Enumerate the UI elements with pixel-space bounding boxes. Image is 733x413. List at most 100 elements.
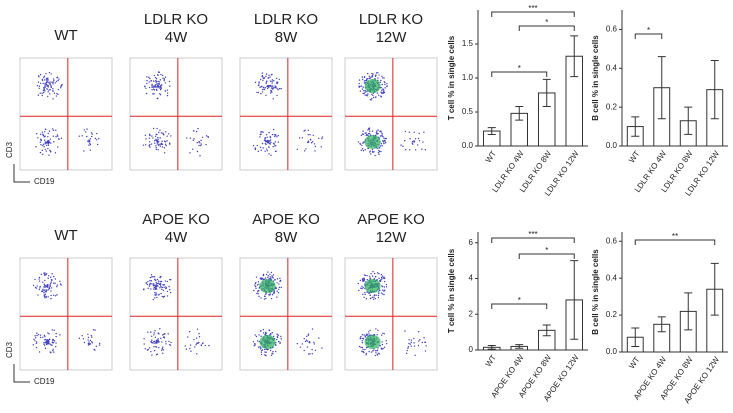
flow-dot — [35, 346, 38, 349]
flow-dot — [49, 351, 51, 353]
flow-dot — [366, 334, 368, 337]
flow-dot — [148, 145, 150, 147]
flow-dot — [154, 275, 156, 278]
flow-dot — [270, 354, 273, 357]
flow-dot — [153, 140, 156, 142]
flow-dot — [264, 138, 266, 140]
flow-dot — [45, 295, 47, 298]
flow-dot — [384, 87, 386, 89]
flow-dot — [275, 134, 277, 136]
flow-dot — [156, 97, 159, 100]
panel-label: LDLR KO 12W — [359, 11, 423, 46]
flow-dot — [296, 342, 299, 345]
y-tick-label: 1.0 — [462, 73, 474, 82]
flow-dot — [143, 289, 145, 291]
flow-dot — [152, 276, 154, 278]
flow-dot — [44, 139, 46, 141]
flow-dot — [257, 281, 260, 283]
flow-dot — [270, 89, 272, 92]
flow-dot — [168, 80, 171, 83]
flow-dot — [262, 131, 264, 133]
significance-label: * — [545, 246, 548, 255]
flow-dot — [386, 82, 388, 85]
flow-dot — [47, 144, 50, 146]
flow-dot — [46, 340, 48, 343]
flow-dot — [49, 343, 51, 345]
flow-dot — [145, 92, 148, 95]
flow-dot — [361, 278, 364, 281]
flow-dot — [52, 98, 54, 100]
flow-dot — [272, 292, 274, 294]
flow-dot — [378, 74, 380, 76]
flow-density — [364, 335, 381, 349]
flow-dot — [262, 147, 264, 149]
flow-dot — [268, 74, 270, 77]
flow-dot — [39, 92, 41, 94]
flow-dot — [260, 335, 262, 337]
panel-label: APOE KO 8W — [252, 211, 320, 246]
flow-dot — [45, 79, 48, 81]
flow-dot — [359, 337, 362, 339]
flow-dot — [81, 335, 83, 337]
flow-dot — [154, 84, 157, 86]
flow-dot — [368, 331, 370, 333]
flow-dot — [55, 129, 57, 131]
flow-dot — [379, 130, 381, 133]
flow-dot — [259, 278, 262, 280]
flow-dot — [254, 81, 257, 84]
flow-dot — [372, 150, 374, 153]
flow-dot — [384, 83, 386, 86]
flow-dot — [59, 280, 61, 283]
flow-dot — [383, 77, 385, 79]
flow-dot — [40, 290, 43, 293]
flow-dot — [267, 85, 269, 87]
flow-dot — [258, 334, 260, 336]
flow-dot — [412, 143, 414, 145]
flow-dot — [305, 339, 308, 341]
flow-dot — [39, 285, 41, 288]
flow-dot — [44, 274, 46, 277]
flow-dot — [256, 292, 258, 295]
flow-dot — [361, 76, 364, 78]
flow-dot — [318, 137, 320, 140]
flow-dot — [368, 75, 371, 78]
flow-dot — [184, 345, 186, 347]
flow-dot — [375, 352, 377, 354]
flow-dot — [254, 148, 257, 151]
flow-dot — [386, 85, 388, 87]
flow-dot — [255, 281, 257, 284]
flow-dot — [361, 342, 364, 344]
flow-dot — [145, 87, 147, 90]
y-tick-label: 2 — [469, 309, 474, 318]
flow-dot — [271, 87, 274, 89]
flow-dot — [54, 295, 57, 297]
flow-dot — [265, 75, 267, 78]
flow-dot — [169, 278, 171, 281]
flow-dot — [275, 338, 278, 341]
flow-dot — [421, 341, 424, 344]
flow-dot — [408, 339, 410, 341]
flow-dot — [155, 281, 157, 284]
flow-dot — [268, 329, 271, 332]
flow-dot — [168, 285, 170, 288]
significance-label: * — [545, 18, 548, 27]
flow-axis-label: CD19 — [34, 177, 55, 186]
x-tick-label: WT — [627, 355, 642, 370]
flow-dot — [381, 293, 384, 295]
flow-dot — [89, 343, 92, 345]
flow-dot — [91, 135, 93, 138]
error-bar — [542, 324, 551, 337]
flow-dot — [163, 134, 165, 136]
error-bar — [631, 327, 640, 347]
significance-bracket — [634, 33, 663, 39]
flow-dot — [151, 354, 153, 356]
flow-dot — [196, 342, 198, 345]
flow-dot — [308, 353, 310, 355]
flow-dot — [155, 86, 157, 88]
flow-dot — [52, 294, 55, 296]
significance-label: * — [518, 64, 521, 73]
flow-dot — [157, 74, 159, 76]
flow-dot — [360, 149, 363, 151]
flow-dot — [256, 144, 258, 147]
